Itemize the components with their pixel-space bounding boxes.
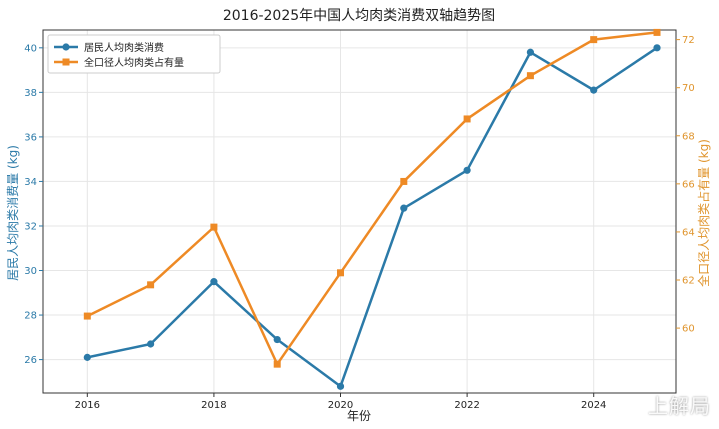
right-y-axis-label: 全口径人均肉类占有量 (kg)	[696, 139, 711, 287]
left-tick-label: 26	[24, 355, 37, 366]
legend-swatch-marker	[62, 58, 70, 66]
data-point	[463, 115, 471, 123]
series-1	[83, 44, 661, 390]
data-point	[273, 360, 281, 368]
x-tick-label: 2020	[328, 400, 353, 411]
data-point	[653, 44, 661, 52]
series-2	[83, 28, 661, 368]
legend-box	[47, 34, 221, 74]
left-tick-label: 40	[24, 43, 37, 54]
data-point	[526, 72, 534, 80]
data-point	[400, 177, 408, 185]
right-tick-label: 60	[682, 324, 695, 335]
x-tick-label: 2016	[75, 400, 100, 411]
left-tick-label: 30	[24, 266, 37, 277]
series-layer	[83, 28, 661, 390]
data-point	[210, 278, 218, 286]
left-y-axis-label: 居民人均肉类消费量 (kg)	[6, 145, 20, 281]
right-tick-label: 66	[682, 179, 695, 190]
data-point	[590, 36, 598, 44]
left-tick-label: 38	[24, 88, 37, 99]
data-point	[83, 312, 91, 320]
right-tick-label: 64	[682, 227, 695, 238]
data-point	[83, 353, 91, 361]
data-point	[590, 86, 598, 94]
right-tick-label: 68	[682, 131, 695, 142]
legend-label: 全口径人均肉类占有量	[84, 56, 184, 69]
left-tick-label: 36	[24, 132, 37, 143]
x-tick-label: 2022	[454, 400, 479, 411]
x-tick-label: 2024	[581, 400, 606, 411]
data-point	[526, 48, 535, 56]
data-point	[273, 335, 281, 344]
legend-swatch-marker	[62, 43, 70, 51]
data-point	[463, 166, 471, 174]
chart-title: 2016-2025年中国人均肉类消费双轴趋势图	[223, 8, 495, 24]
grid-lines	[43, 30, 676, 393]
legend-label: 居民人均肉类消费	[84, 41, 164, 54]
data-point	[337, 269, 345, 277]
x-tick-label: 2018	[201, 400, 226, 411]
plot-frame	[42, 29, 677, 394]
data-point	[336, 382, 345, 390]
right-tick-label: 72	[682, 35, 695, 46]
data-point	[210, 223, 218, 231]
axes	[39, 29, 680, 397]
data-point	[147, 281, 155, 289]
left-tick-label: 28	[24, 311, 37, 322]
watermark-text: 上解局	[648, 394, 711, 418]
series-line	[86, 31, 658, 366]
data-point	[400, 204, 408, 212]
right-tick-label: 62	[682, 276, 695, 287]
series-line	[87, 46, 658, 388]
left-tick-label: 34	[24, 177, 37, 188]
tick-labels: 2016 2018 2020 2022 2024 26 28 30 32 34 36 38 40 60 62…	[24, 35, 694, 411]
data-point	[653, 28, 661, 36]
data-point	[147, 340, 155, 348]
right-tick-label: 70	[682, 83, 695, 94]
x-axis-label: 年份	[347, 409, 371, 423]
left-tick-label: 32	[24, 221, 37, 232]
